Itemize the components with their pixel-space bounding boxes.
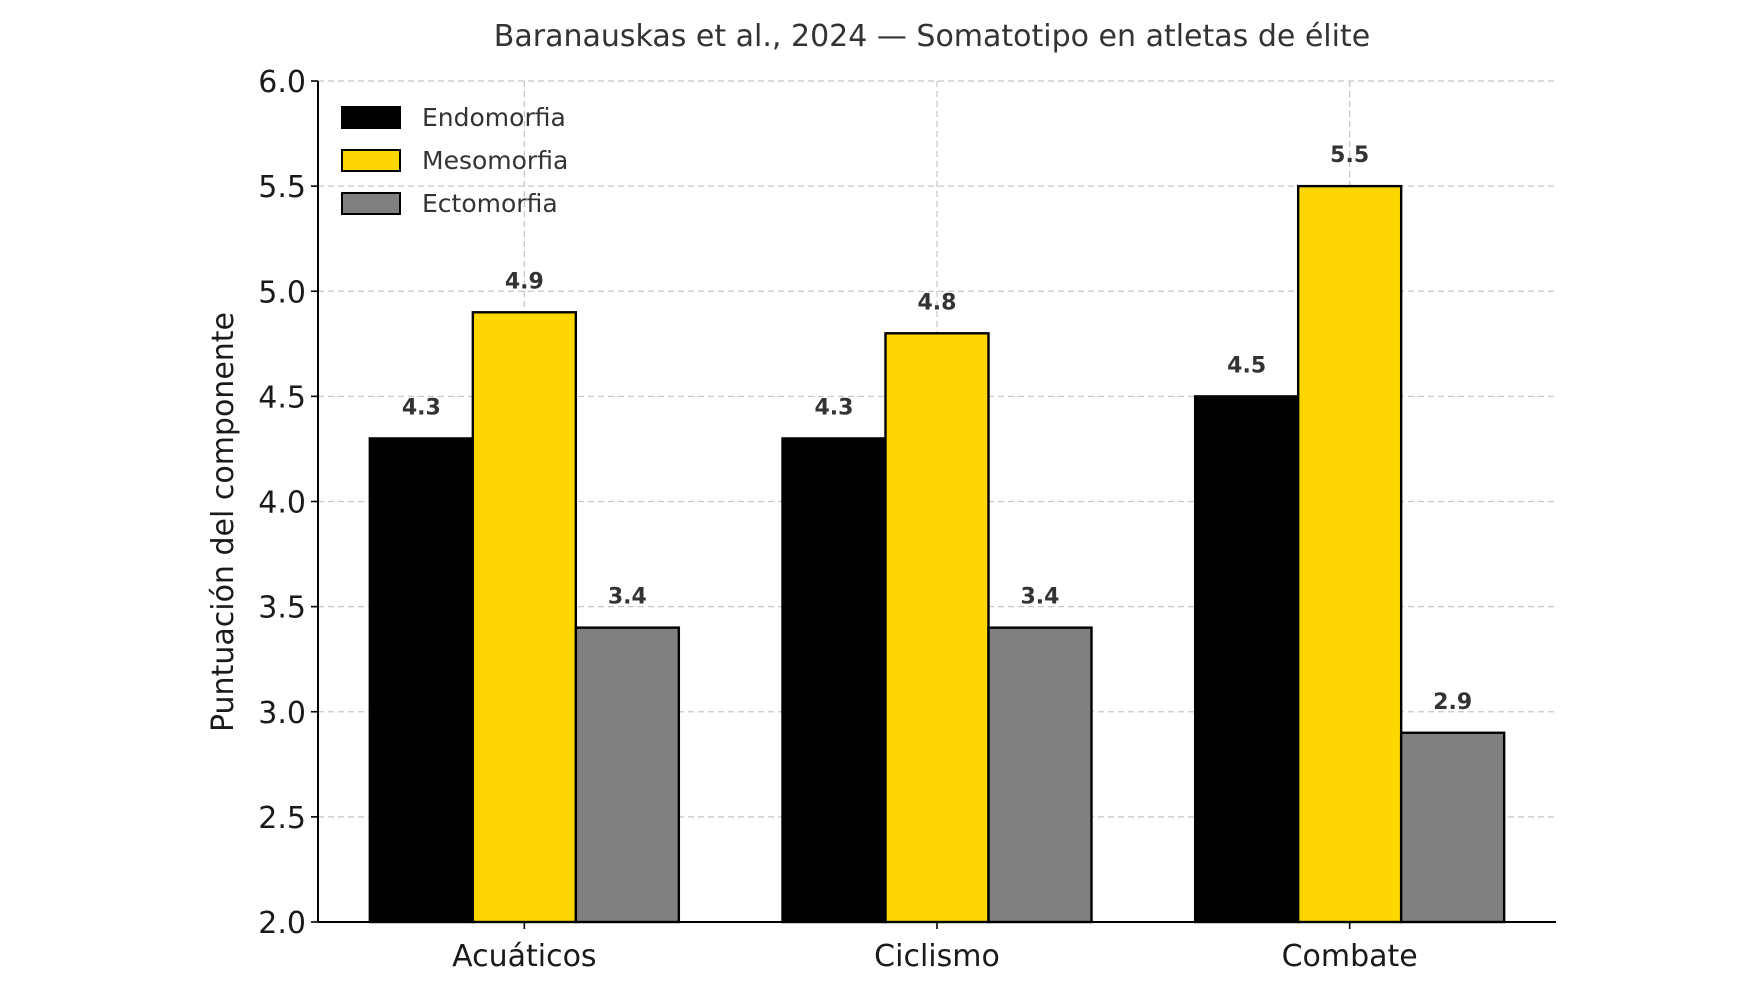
data-label: 4.3: [402, 395, 441, 420]
bar-ectomorfia-0: [574, 626, 681, 924]
legend-swatch-mesomorfia: [341, 149, 401, 172]
axes-layer: 2.0 2.5 3.0 3.5 4.0 4.5 5.0 5.5 6.0 Acuáticos Cicl…: [258, 65, 1556, 974]
data-label: 4.3: [815, 395, 854, 420]
data-label: 3.4: [1021, 585, 1060, 610]
y-tick-label: 6.0: [258, 65, 306, 100]
y-axis-label: Puntuación del componente: [206, 312, 241, 732]
data-label: 2.9: [1433, 690, 1472, 715]
data-label: 3.4: [608, 585, 647, 610]
x-tick-label: Combate: [1282, 939, 1418, 974]
data-label: 4.5: [1227, 353, 1266, 378]
bar-endomorfia-2: [1193, 395, 1300, 924]
bar-mesomorfia-2: [1296, 184, 1403, 924]
legend: Endomorfia Mesomorfia Ectomorfia: [341, 103, 568, 218]
data-labels-layer: 4.3 4.3 4.5 4.9 4.8 5.5 3.4 3.4 2.9: [402, 143, 1472, 715]
y-tick-label: 4.0: [258, 486, 306, 521]
legend-swatch-ectomorfia: [341, 192, 401, 215]
y-tick-label: 5.0: [258, 275, 306, 310]
bar-ectomorfia-2: [1399, 731, 1506, 924]
y-tick-label: 4.5: [258, 380, 306, 415]
y-tick-label: 3.5: [258, 591, 306, 626]
legend-label: Mesomorfia: [422, 146, 568, 175]
bar-endomorfia-0: [368, 437, 475, 924]
y-tick-label: 2.0: [258, 906, 306, 941]
data-label: 5.5: [1330, 143, 1369, 168]
bars-layer: [368, 184, 1506, 924]
x-tick-label: Ciclismo: [874, 939, 1000, 974]
bar-mesomorfia-0: [471, 311, 578, 924]
data-label: 4.9: [505, 269, 544, 294]
legend-swatch-endomorfia: [341, 106, 401, 129]
bar-mesomorfia-1: [884, 332, 990, 924]
y-tick-label: 5.5: [258, 170, 306, 205]
y-tick-label: 2.5: [258, 801, 306, 836]
legend-label: Ectomorfia: [422, 189, 558, 218]
bar-endomorfia-1: [781, 437, 887, 924]
legend-label: Endomorfia: [422, 103, 566, 132]
data-label: 4.8: [918, 290, 957, 315]
bar-ectomorfia-1: [987, 626, 1093, 924]
chart-title: Baranauskas et al., 2024 — Somatotipo en…: [494, 19, 1370, 54]
x-tick-label: Acuáticos: [452, 939, 596, 974]
y-tick-label: 3.0: [258, 696, 306, 731]
